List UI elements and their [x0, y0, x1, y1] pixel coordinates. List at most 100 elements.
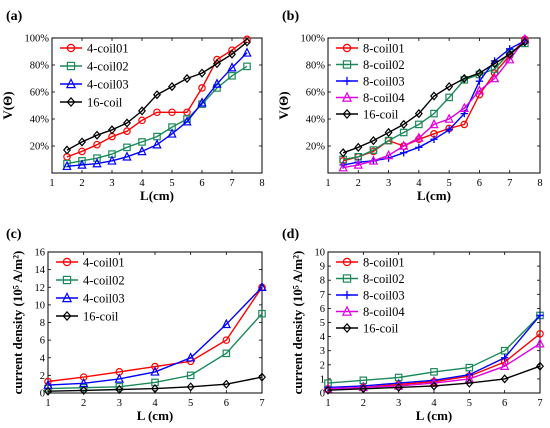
y-tick-label: 4	[40, 353, 46, 364]
legend-entry: 8-coil01	[336, 41, 405, 55]
x-tick-label: 3	[396, 398, 401, 409]
legend-entry: 16-coil	[336, 107, 399, 121]
data-point	[369, 135, 378, 146]
x-tick-label: 3	[117, 398, 122, 409]
x-axis-label: L (cm)	[137, 408, 173, 423]
y-tick-label: 7	[320, 290, 325, 301]
legend-entry: 8-coil01	[336, 255, 405, 269]
data-point	[464, 373, 475, 383]
x-tick-label: 6	[502, 398, 507, 409]
data-point	[243, 62, 251, 71]
data-point	[228, 71, 236, 80]
series-8-coil02	[324, 311, 544, 387]
data-point	[460, 120, 469, 129]
legend-entry: 4-coil03	[60, 77, 129, 91]
legend-marker	[61, 292, 73, 303]
legend-label: 4-coil03	[83, 291, 125, 305]
y-tick-label: 4	[320, 332, 326, 343]
panel-label: (a)	[6, 9, 23, 24]
y-tick-label: 8	[40, 318, 45, 329]
data-point	[44, 386, 52, 396]
y-tick-label: 10	[35, 300, 46, 311]
y-tick-label: 14	[35, 265, 46, 276]
legend-entry: 4-coil01	[56, 255, 125, 269]
legend-entry: 4-coil03	[56, 291, 125, 305]
data-point	[339, 148, 348, 158]
data-point	[353, 159, 363, 169]
data-point	[92, 158, 102, 168]
data-point	[535, 338, 545, 348]
legend-marker	[62, 310, 72, 322]
legend-label: 8-coil02	[363, 272, 405, 286]
data-point	[475, 68, 484, 78]
y-axis-label: current density (10⁵ A/m²)	[290, 251, 305, 395]
y-tick-label: 10	[315, 248, 326, 259]
data-point	[63, 145, 71, 155]
data-point	[430, 135, 438, 143]
x-tick-label: 5	[169, 178, 174, 189]
legend-label: 8-coil03	[363, 74, 405, 88]
y-tick-label: 100%	[301, 34, 326, 45]
data-point	[137, 145, 147, 156]
series-8-coil04	[323, 338, 545, 393]
series-line	[66, 41, 248, 151]
data-point	[399, 128, 408, 137]
data-point	[213, 59, 221, 69]
data-point	[414, 108, 423, 119]
x-tick-label: 5	[188, 398, 193, 409]
y-tick-label: 80%	[306, 61, 326, 72]
data-point	[153, 108, 161, 117]
data-point	[400, 149, 408, 157]
y-tick-label: 16	[35, 248, 46, 259]
data-point	[445, 81, 454, 92]
data-point	[168, 108, 176, 117]
legend-entry: 4-coil02	[56, 273, 125, 287]
data-point	[123, 143, 131, 152]
y-tick-label: 9	[320, 262, 325, 273]
legend-marker	[62, 257, 72, 267]
data-point	[77, 159, 87, 169]
legend-marker	[342, 290, 352, 300]
data-point	[107, 155, 117, 165]
legend-entry: 8-coil03	[336, 74, 405, 88]
legend-marker	[62, 275, 72, 285]
data-point	[536, 311, 544, 320]
data-point	[183, 73, 191, 84]
chart-panel-1: (a) 1 2 3 4 5 6 7 8 20% 40% 60% 80% 100% L(cm) V(Θ) 4-co…	[0, 9, 265, 203]
series-16-coil	[63, 37, 251, 155]
x-axis-label: L (cm)	[416, 408, 452, 423]
data-point	[222, 336, 231, 344]
data-point	[474, 85, 485, 95]
legend-marker	[342, 322, 352, 334]
data-point	[490, 69, 499, 77]
y-tick-label: 0	[40, 389, 45, 400]
data-point	[490, 65, 499, 73]
data-point	[359, 384, 368, 394]
data-point	[257, 281, 267, 292]
data-point	[414, 132, 424, 142]
data-point	[415, 120, 423, 129]
data-point	[445, 93, 453, 102]
data-point	[430, 368, 438, 376]
y-tick-label: 2	[40, 371, 45, 382]
y-tick-label: 6	[320, 304, 325, 315]
data-point	[228, 49, 236, 59]
y-axis-label: current density (10⁵ A/m²)	[10, 251, 25, 395]
y-tick-label: 1	[320, 374, 325, 385]
data-point	[123, 127, 131, 135]
data-point	[227, 62, 237, 72]
data-point	[430, 91, 438, 101]
data-point	[115, 384, 124, 395]
data-point	[489, 72, 500, 83]
data-point	[444, 113, 454, 123]
data-point	[415, 143, 423, 152]
data-point	[198, 68, 206, 78]
x-tick-label: 3	[386, 178, 391, 189]
data-point	[354, 142, 363, 152]
x-tick-label: 1	[49, 178, 54, 189]
data-point	[369, 146, 378, 154]
data-point	[460, 73, 469, 84]
x-tick-label: 4	[431, 398, 437, 409]
data-point	[168, 81, 176, 92]
